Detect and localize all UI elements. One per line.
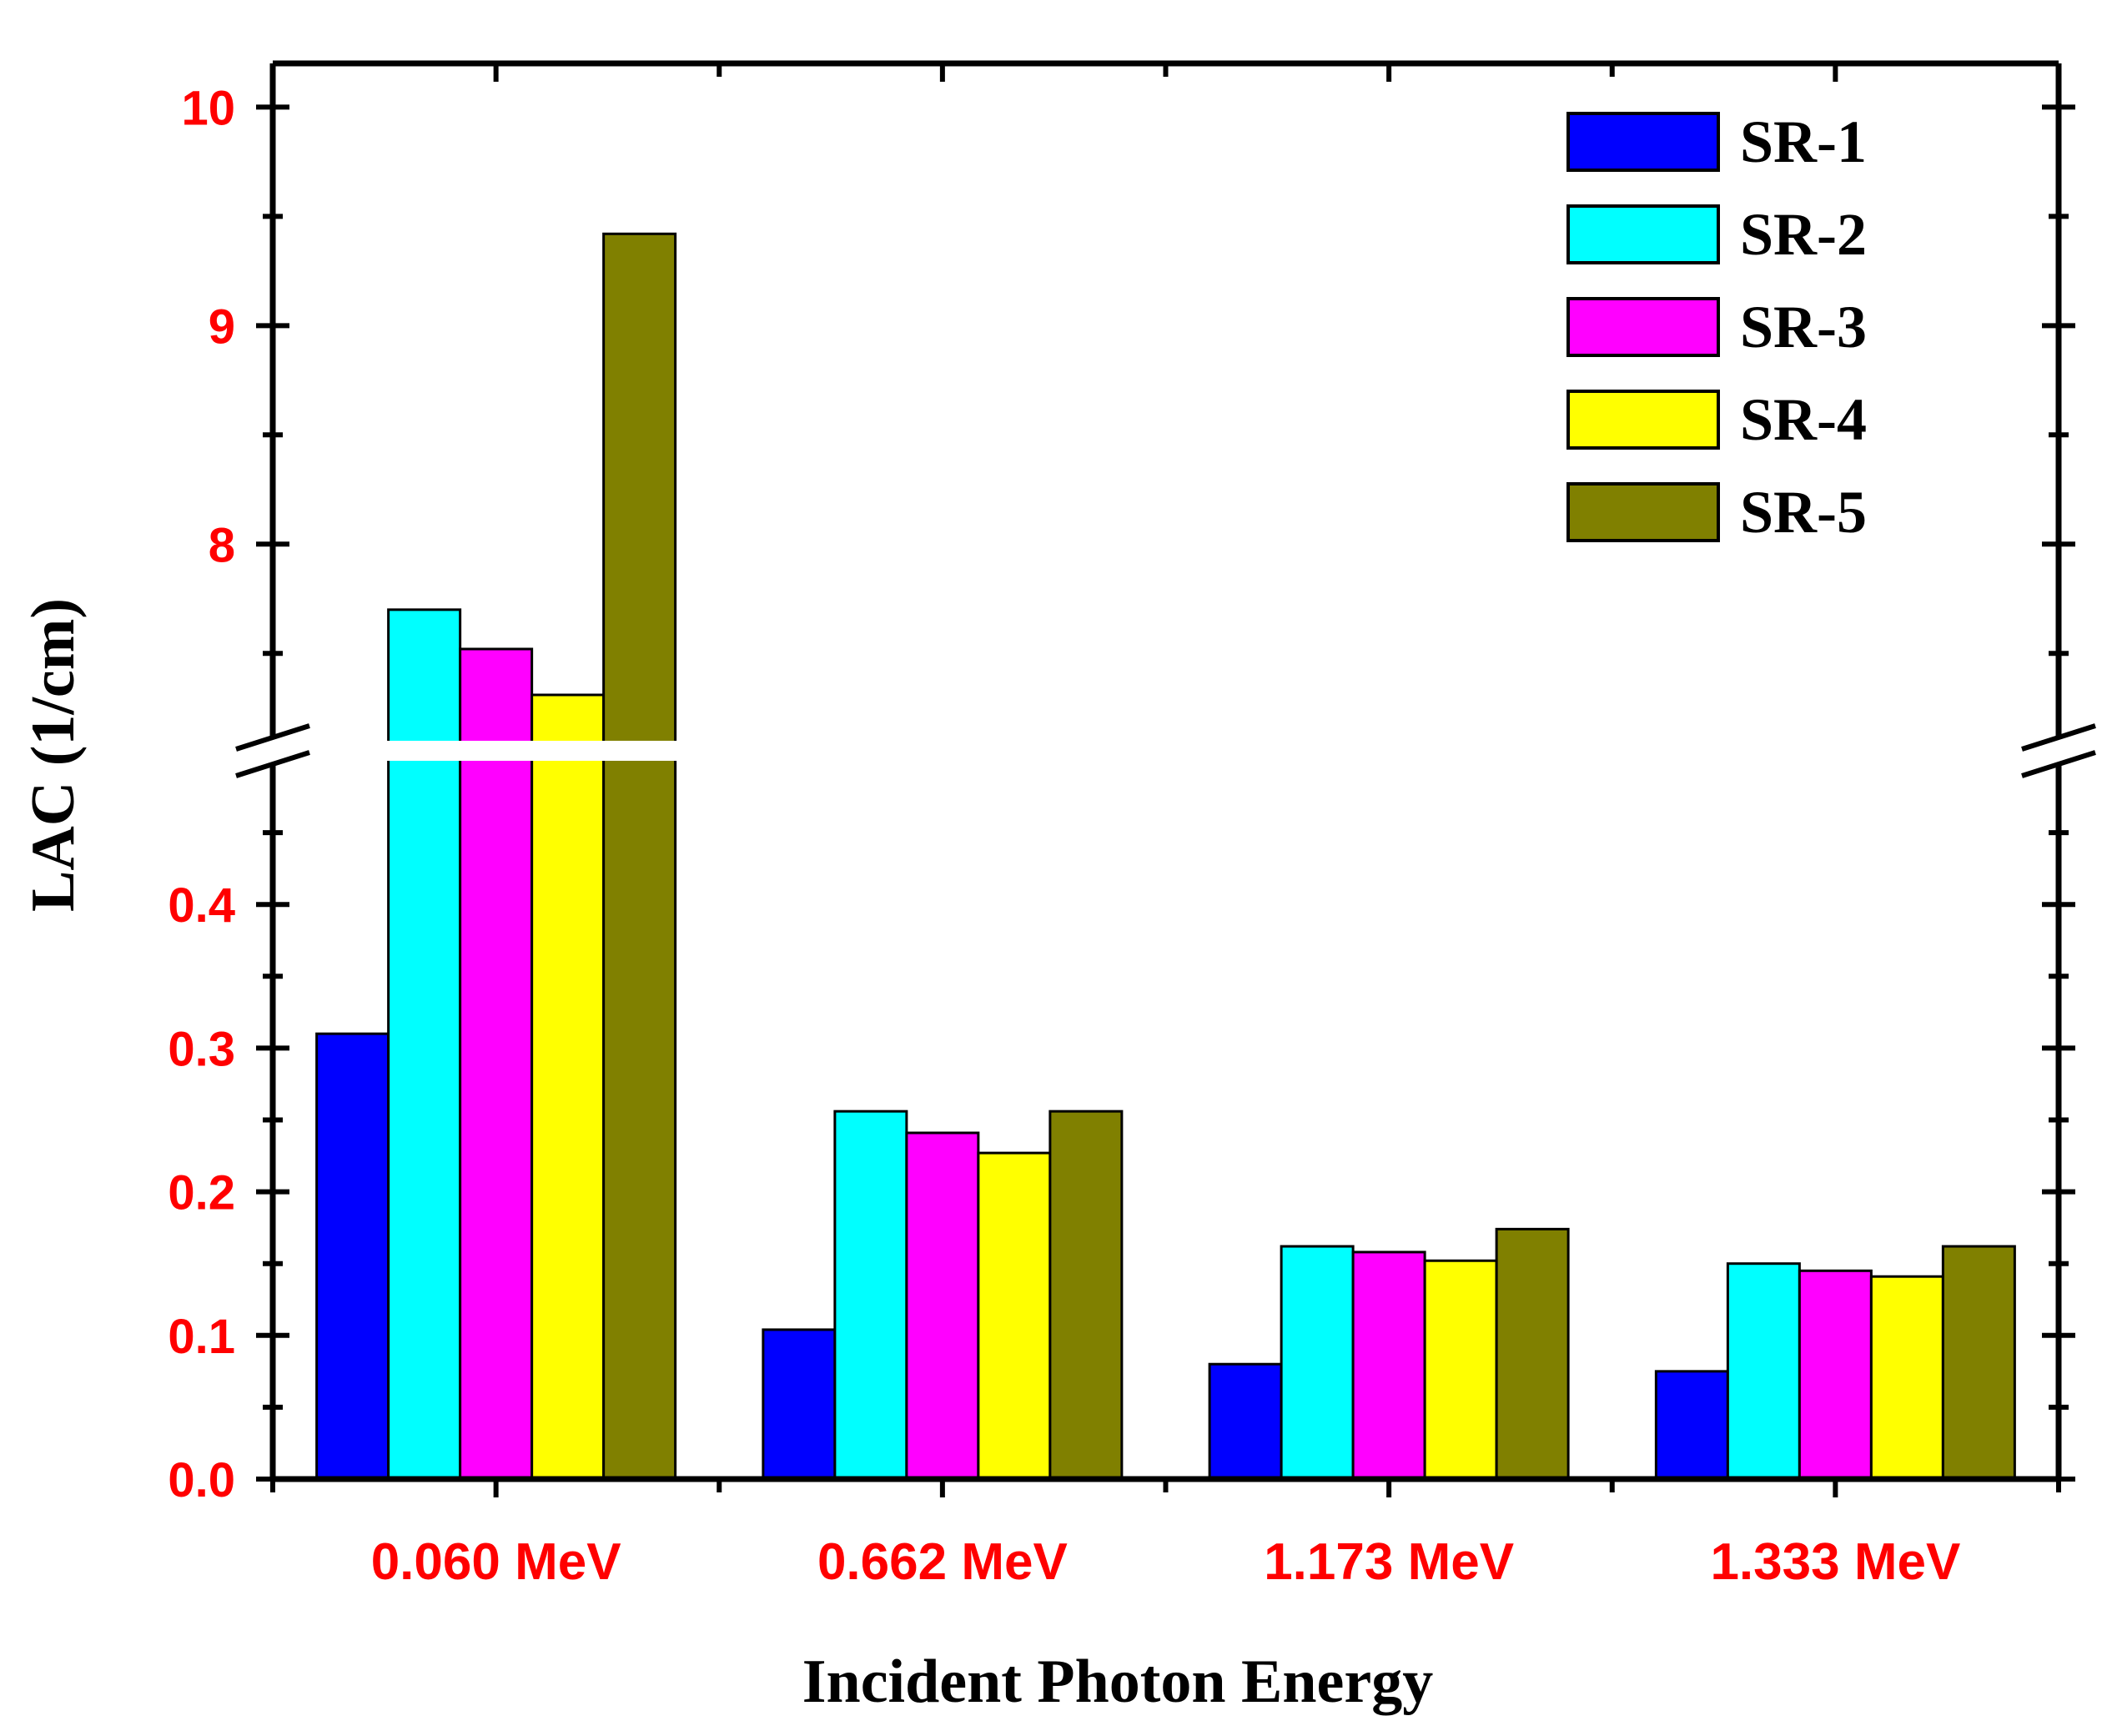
bar-sr-1-2 [762,1328,837,1481]
legend-label-sr-4: SR-4 [1740,386,1867,453]
y-tick-label: 8 [209,518,235,572]
x-axis-title: Incident Photon Energy [802,1648,1434,1716]
x-tick-label: 0.662 MeV [817,1533,1068,1591]
legend-label-sr-3: SR-3 [1740,294,1867,360]
y-axis-title: LAC (1/cm) [19,598,88,912]
legend: SR-1 SR-2 SR-3 SR-4 SR-5 [1566,108,1867,546]
bar-sr-4-3 [1423,1259,1498,1481]
bars-group [315,232,2016,1481]
y-tick-label: 0.1 [168,1310,235,1364]
axis-break-group [235,723,2096,778]
bar-sr-5-4 [1941,1245,2016,1481]
bar-sr-3-4 [1798,1269,1873,1481]
y-tick-label: 9 [209,299,235,354]
bar-sr-4-4 [1869,1275,1944,1481]
bar-sr-3-3 [1351,1250,1426,1481]
bar-sr-3-2 [905,1131,980,1481]
legend-swatch-sr-4 [1566,390,1720,450]
axes-group [256,60,2075,1497]
x-tick-label: 0.060 MeV [371,1533,621,1591]
x-tick-label: 1.333 MeV [1710,1533,1960,1591]
bar-sr-5-3 [1495,1227,1570,1481]
bar-sr-3-1 [459,647,534,1481]
bar-sr-5-2 [1048,1110,1124,1481]
legend-swatch-sr-1 [1566,112,1720,172]
y-tick-label: 0.3 [168,1022,235,1076]
bar-sr-5-1 [602,232,677,1481]
bar-sr-1-3 [1208,1362,1283,1481]
bar-sr-2-2 [833,1110,908,1481]
y-tick-label: 0.0 [168,1453,235,1507]
y-tick-labels: 0.0 0.1 0.2 0.3 0.4 8 9 10 [168,81,235,1507]
axis-break-gap [248,741,2084,761]
bar-sr-4-2 [977,1151,1052,1481]
bar-sr-1-4 [1654,1370,1729,1481]
legend-label-sr-5: SR-5 [1740,479,1867,546]
y-tick-label: 0.4 [168,878,235,933]
legend-swatch-sr-3 [1566,297,1720,357]
x-tick-labels: 0.060 MeV 0.662 MeV 1.173 MeV 1.333 MeV [371,1533,1961,1591]
legend-label-sr-1: SR-1 [1740,108,1867,175]
legend-swatch-sr-5 [1566,482,1720,542]
y-tick-label: 0.2 [168,1166,235,1220]
bar-sr-2-3 [1280,1245,1355,1481]
legend-label-sr-2: SR-2 [1740,201,1867,268]
bar-sr-2-1 [387,608,462,1481]
bar-sr-1-1 [315,1032,390,1481]
x-tick-label: 1.173 MeV [1264,1533,1514,1591]
bar-sr-4-1 [531,693,606,1481]
y-tick-label: 10 [181,81,235,135]
bar-sr-2-4 [1726,1262,1801,1481]
legend-swatch-sr-2 [1566,204,1720,264]
